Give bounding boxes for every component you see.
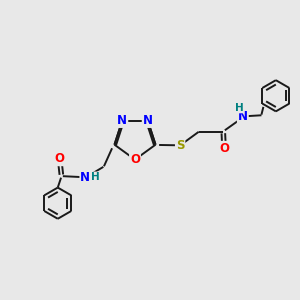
Text: N: N [117,114,127,127]
Text: O: O [130,153,140,166]
Text: H: H [91,172,99,182]
Text: S: S [176,139,184,152]
Text: N: N [143,114,153,127]
Text: H: H [235,103,244,113]
Text: N: N [80,171,90,184]
Text: O: O [219,142,229,155]
Text: N: N [238,110,248,123]
Text: O: O [55,152,65,165]
